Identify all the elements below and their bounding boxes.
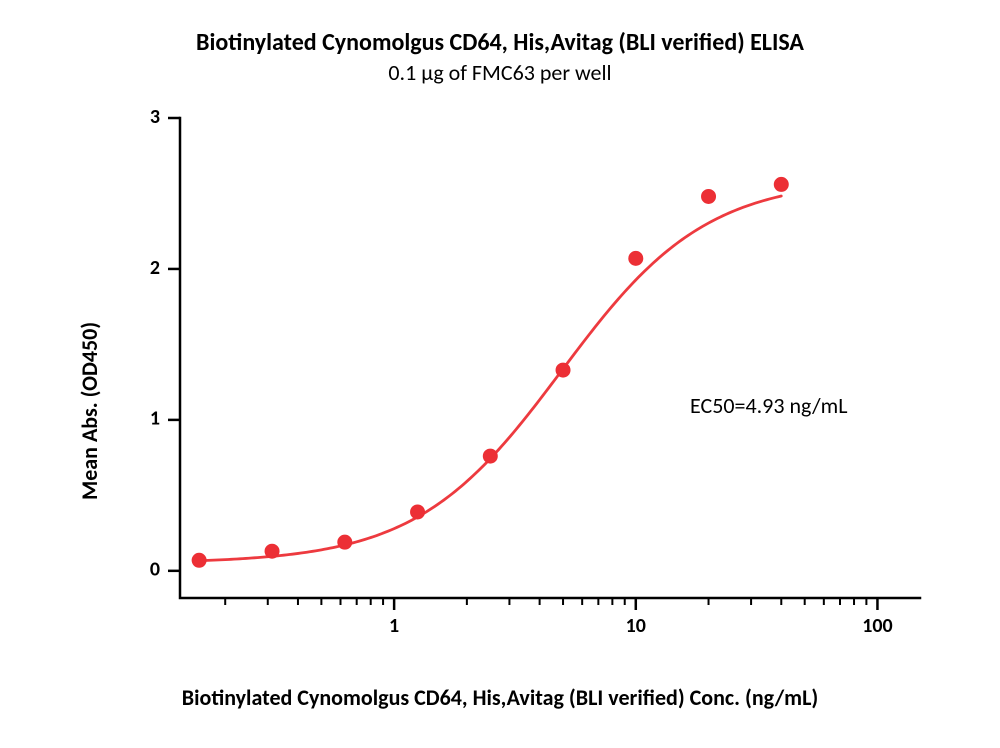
- y-tick-label: 2: [150, 256, 160, 280]
- data-point: [411, 505, 425, 519]
- x-axis-label: Biotinylated Cynomolgus CD64, His,Avitag…: [0, 684, 1000, 711]
- ec50-annotation: EC50=4.93 ng/mL: [690, 392, 847, 419]
- plot-svg: 0 1 2 3 1 10 100: [0, 0, 1000, 748]
- data-point: [483, 449, 497, 463]
- data-point: [556, 363, 570, 377]
- x-tick-label: 1: [389, 614, 399, 638]
- data-point: [192, 553, 206, 567]
- data-point: [338, 535, 352, 549]
- fit-curve: [199, 196, 781, 561]
- title-block: Biotinylated Cynomolgus CD64, His,Avitag…: [0, 28, 1000, 86]
- y-tick-label: 1: [150, 407, 160, 431]
- x-tick-label: 10: [626, 614, 646, 638]
- chart-title: Biotinylated Cynomolgus CD64, His,Avitag…: [0, 28, 1000, 57]
- data-point: [629, 251, 643, 265]
- chart-container: Biotinylated Cynomolgus CD64, His,Avitag…: [0, 0, 1000, 748]
- y-tick-label: 3: [150, 105, 160, 129]
- data-point: [702, 189, 716, 203]
- data-point: [774, 177, 788, 191]
- data-point: [265, 544, 279, 558]
- y-tick-label: 0: [150, 558, 160, 582]
- axes: [180, 118, 920, 598]
- chart-subtitle: 0.1 μg of FMC63 per well: [0, 59, 1000, 86]
- x-tick-label: 100: [862, 614, 892, 638]
- y-axis-label: Mean Abs. (OD450): [76, 322, 103, 500]
